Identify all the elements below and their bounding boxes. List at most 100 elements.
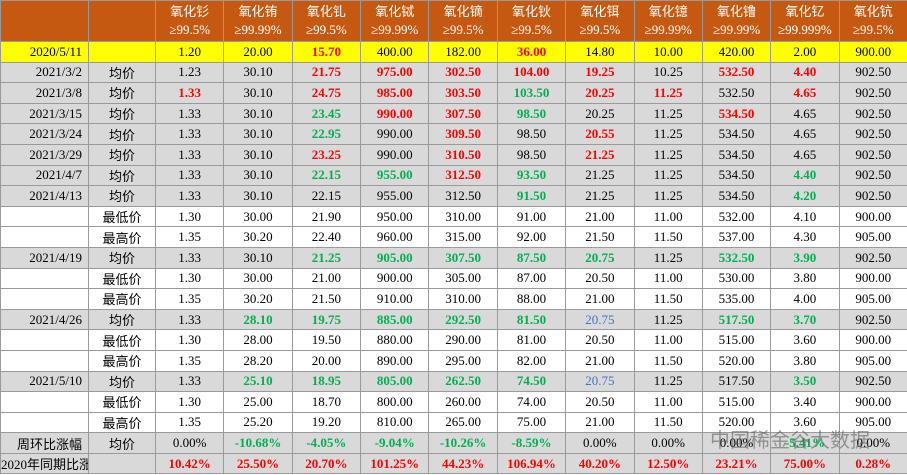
price-cell: 98.50 [496,123,567,145]
data-row: 最低价 1.30 30.00 21.00 900.00 305.00 87.00 20.50 1… [0,267,907,290]
price-cell: 4.65 [770,102,840,125]
date: 2020年同期比涨幅 [1,457,88,473]
price-cell: 21.25 [565,143,635,166]
price-cell: 515.00 [701,391,772,413]
date-cell: 2021/4/19 [0,246,89,269]
date: 周环比涨幅 [16,436,82,452]
price-cell: 1.23 [154,61,225,84]
price-cell: 260.00 [428,391,498,413]
header-cell: 氧化镝 ≥99.5% [428,0,498,42]
price-cell: 900.00 [838,205,907,228]
price-cell: 98.50 [496,102,567,125]
price-cell: 30.10 [223,143,293,166]
price-cell: 98.50 [496,143,567,166]
price-cell: 87.00 [496,267,567,290]
price-cell: 18.70 [291,391,362,413]
price-cell: 10.42% [154,452,225,475]
price-cell: 880.00 [360,329,430,351]
price-cell: 22.40 [291,226,362,248]
price-cell: 74.00 [496,391,567,413]
price-cell: 1.30 [154,329,225,351]
column-purity: ≥99.99% [234,22,282,37]
kind: 均价 [108,436,135,452]
price-cell: 905.00 [360,246,430,269]
price-cell: 182.00 [428,41,498,63]
price-cell: 30.10 [223,102,293,125]
kind: 均价 [108,127,135,143]
price-cell: 902.50 [838,123,907,145]
price-cell: 22.95 [291,123,362,145]
price-cell: 30.10 [223,246,293,269]
price-cell: 305.00 [428,267,498,290]
price-cell: 950.00 [360,205,430,228]
price-cell: 23.45 [291,102,362,125]
date: 2021/5/10 [29,373,82,389]
price-cell: 0.00% [154,432,225,454]
kind: 均价 [108,374,135,390]
price-cell: 21.00 [565,349,635,372]
column-name: 氧化钐 [170,4,210,19]
price-cell: 30.10 [223,164,293,187]
price-cell: 28.10 [223,308,293,331]
date-cell: 2021/3/24 [0,123,89,145]
kind: 均价 [108,313,135,329]
data-row: 2021/3/24 均价 1.33 30.10 22.95 990.00 309.50 98.… [0,123,907,145]
column-name: 氧化铕 [238,4,278,19]
price-cell: 902.50 [838,308,907,331]
price-cell: 902.50 [838,82,907,104]
price-cell: 1.30 [154,267,225,290]
date-cell: 2020年同期比涨幅 [0,452,89,475]
price-cell: 900.00 [838,267,907,290]
price-cell: 955.00 [360,185,430,207]
price-cell: 19.50 [291,329,362,351]
header-cell: 氧化铕 ≥99.99% [223,0,293,42]
price-cell: 40.20% [565,452,635,475]
price-cell: 21.75 [291,61,362,84]
price-cell: 902.50 [838,61,907,84]
price-cell: 25.20 [223,411,293,434]
price-cell: 902.50 [838,164,907,187]
price-cell: 1.30 [154,205,225,228]
price-cell: 11.50 [633,226,703,248]
price-cell: 92.00 [496,226,567,248]
data-row: 最高价 1.35 30.20 21.50 910.00 310.00 88.00 21.00 1… [0,288,907,310]
data-row: 最高价 1.35 28.20 20.00 890.00 295.00 82.00 21.00 1… [0,349,907,372]
price-cell: -4.05% [291,432,362,454]
price-cell: 885.00 [360,308,430,331]
price-cell: 3.80 [770,267,840,290]
date-cell: 周环比涨幅 [0,432,89,454]
data-row: 2021/3/29 均价 1.33 30.10 23.25 990.00 310.50 98.… [0,143,907,166]
price-cell: 800.00 [360,391,430,413]
date-cell [0,288,89,310]
date-cell [0,226,89,248]
price-cell: 106.94% [496,452,567,475]
column-purity: ≥99.5% [511,22,552,37]
price-cell: 20.50 [565,329,635,351]
data-row: 最低价 1.30 25.00 18.70 800.00 260.00 74.00 20.50 1… [0,391,907,413]
price-cell: 11.25 [633,246,703,269]
header-cell: 氧化铽 ≥99.99% [360,0,430,42]
price-cell: 101.25% [360,452,430,475]
kind-cell: 均价 [88,61,156,84]
price-cell: 21.50 [291,288,362,310]
kind-cell: 均价 [88,82,156,104]
price-cell: 20.75 [565,308,635,331]
price-cell: 104.00 [496,61,567,84]
price-cell: 23.25 [291,143,362,166]
price-cell: 0.00% [701,432,772,454]
kind-cell: 均价 [88,185,156,207]
price-cell: 30.00 [223,205,293,228]
price-cell: 902.50 [838,143,907,166]
price-cell: -5.41% [770,432,840,454]
price-cell: 20.25 [565,102,635,125]
price-cell: 290.00 [428,329,498,351]
kind-cell [88,41,156,63]
data-row: 2021/4/7 均价 1.33 30.10 22.15 955.00 312.50 93.5… [0,164,907,187]
price-cell: 18.95 [291,370,362,393]
price-cell: 3.50 [770,370,840,393]
data-row: 2021/4/13 均价 1.33 30.10 22.15 955.00 312.50 91.… [0,185,907,207]
price-cell: 81.00 [496,329,567,351]
price-cell: 0.00% [633,432,703,454]
price-cell: 30.10 [223,185,293,207]
column-name: 氧化钇 [785,4,825,19]
